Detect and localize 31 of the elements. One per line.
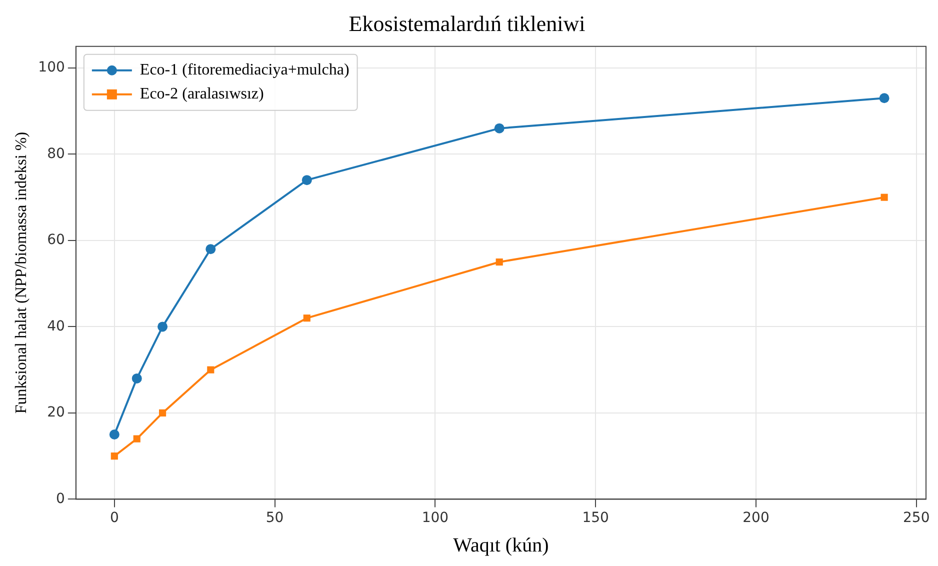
x-tick-label: 50 [266,510,284,526]
y-tick-label: 80 [47,146,65,162]
point [494,123,504,134]
y-axis-title: Funksional halat (NPP/biomassa indeksi %) [12,132,30,414]
point [880,194,888,201]
chart-title: Ekosistemalardıń tikleniwi [348,10,586,36]
x-tick-label: 250 [903,510,930,526]
point [158,322,168,332]
x-tick-label: 200 [742,510,770,526]
x-tick-label: 0 [110,510,119,526]
point [206,244,216,254]
point [879,93,890,104]
point [132,373,142,384]
point [110,452,118,460]
y-tick-label: 60 [47,232,65,248]
legend-label: Eco-1 (fitoremediaciya+mulcha) [140,62,350,79]
point [207,366,214,374]
y-tick-label: 20 [47,404,65,421]
point [133,435,140,442]
x-axis-title: Waqıt (kún) [453,534,549,556]
point [496,258,503,266]
y-tick-label: 40 [47,318,65,334]
x-tick-label: 100 [422,510,449,526]
point [109,430,120,440]
point [159,409,166,416]
point [303,314,310,322]
x-tick-label: 150 [582,510,609,526]
point [302,175,312,186]
legend-label: Eco-2 (aralasıwsız) [140,86,264,103]
y-tick-label: 0 [56,490,65,507]
y-tick-label: 100 [38,60,65,76]
